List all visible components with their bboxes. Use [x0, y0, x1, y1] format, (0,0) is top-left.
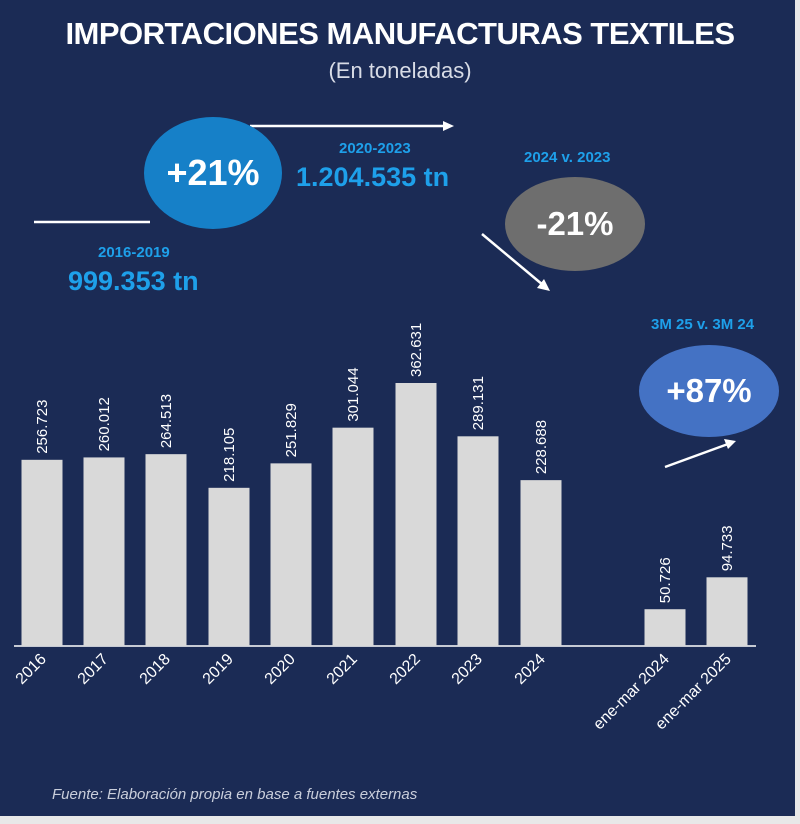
arrowhead-up — [724, 439, 736, 449]
value-label: 362.631 — [408, 323, 425, 377]
x-tick-label: 2023 — [449, 651, 486, 688]
bar-ene-mar-2025 — [706, 577, 748, 646]
arrowhead-2020-2023 — [443, 121, 454, 131]
growth-value: +21% — [166, 152, 260, 193]
value-label: 260.012 — [96, 397, 113, 451]
period-2016-2019-total: 999.353 tn — [68, 266, 199, 296]
bar-2018 — [145, 454, 187, 646]
bar-2019 — [208, 487, 250, 646]
x-tick-label: 2017 — [75, 651, 112, 688]
yoy-2024-value: -21% — [536, 205, 614, 242]
chart-title: IMPORTACIONES MANUFACTURAS TEXTILES — [65, 16, 735, 51]
arrow-line-down — [481, 233, 544, 286]
source-note: Fuente: Elaboración propia en base a fue… — [52, 786, 418, 803]
x-tick-label: 2022 — [387, 651, 424, 688]
bar-2024 — [520, 480, 562, 646]
quarter-value: +87% — [666, 372, 752, 409]
value-label: 218.105 — [221, 428, 238, 482]
arrow-line-up — [664, 442, 729, 469]
period-2020-2023-total: 1.204.535 tn — [296, 162, 450, 192]
x-tick-label: 2024 — [512, 651, 549, 688]
value-label: 301.044 — [345, 367, 362, 421]
yoy-2024-bubble: -21% — [505, 177, 645, 271]
x-tick-label: 2021 — [324, 651, 361, 688]
x-tick-label: 2019 — [200, 651, 237, 688]
x-tick-label: 2018 — [137, 651, 174, 688]
bar-2016 — [21, 459, 63, 646]
value-label: 264.513 — [158, 394, 175, 448]
bar-2023 — [457, 436, 499, 646]
value-label: 289.131 — [470, 376, 487, 430]
bar-ene-mar-2024 — [644, 609, 686, 646]
value-label: 256.723 — [34, 400, 51, 454]
bar-2020 — [270, 463, 312, 646]
value-label: 94.733 — [719, 525, 736, 571]
bar-2021 — [332, 427, 374, 646]
bar-2017 — [83, 457, 125, 646]
period-2016-2019-label: 2016-2019 — [98, 244, 170, 261]
bar-2022 — [395, 383, 437, 646]
yoy-2024-label: 2024 v. 2023 — [524, 149, 611, 166]
quarter-bubble: +87% — [639, 345, 779, 437]
x-tick-label: 2016 — [13, 651, 50, 688]
quarter-label: 3M 25 v. 3M 24 — [651, 316, 755, 333]
value-label: 251.829 — [283, 403, 300, 457]
value-label: 228.688 — [533, 420, 550, 474]
arrowhead-down — [537, 279, 550, 291]
bottom-edge — [0, 816, 800, 824]
value-label: 50.726 — [657, 557, 674, 603]
period-2020-2023-label: 2020-2023 — [339, 140, 411, 157]
x-tick-label: 2020 — [262, 651, 299, 688]
chart-subtitle: (En toneladas) — [328, 58, 472, 83]
right-edge — [795, 0, 800, 824]
growth-bubble: +21% — [144, 117, 282, 229]
